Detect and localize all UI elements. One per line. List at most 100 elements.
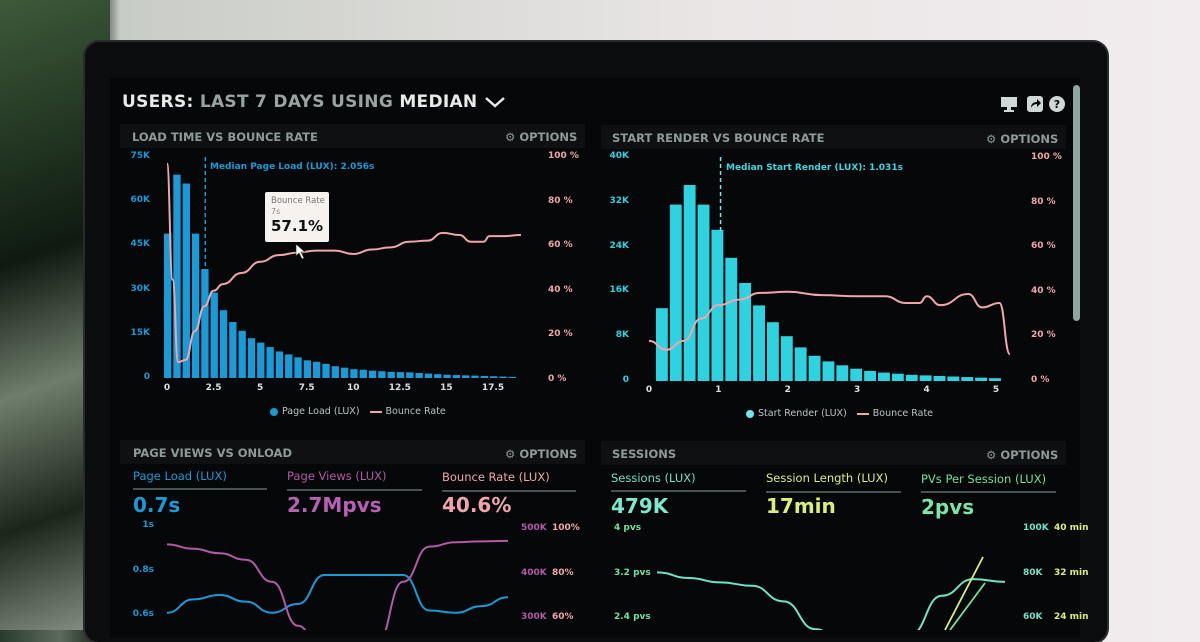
metric-value: 479K <box>611 494 669 518</box>
histogram-bar <box>247 338 256 378</box>
help-icon[interactable]: ? <box>1049 96 1065 112</box>
tick-label: 30K <box>130 283 151 294</box>
tick-label: 0 % <box>1031 375 1050 385</box>
tick-label: 20 % <box>1031 330 1056 341</box>
tooltip-value: 57.1% <box>271 217 324 235</box>
panel-load-time-header <box>120 124 585 148</box>
chart-legend[interactable]: Start Render (LUX) Bounce Rate <box>746 408 933 419</box>
tick-label: 80 % <box>1031 196 1056 207</box>
tick-label: 0 <box>163 383 171 393</box>
tick-label: 60 % <box>1031 241 1056 252</box>
tick-label: 5 <box>257 383 264 393</box>
histogram-bar <box>368 370 377 378</box>
title-stat: MEDIAN <box>399 92 478 112</box>
metric-value: 2pvs <box>921 495 975 519</box>
histogram-bar <box>387 371 395 378</box>
legend-bounce-rate: Bounce Rate <box>872 408 934 419</box>
options-button[interactable]: ⚙ OPTIONS <box>505 447 577 461</box>
pvs-per-session-line <box>656 571 1006 630</box>
panel-start-render-header <box>601 125 1066 149</box>
tick-label: 20 % <box>548 329 573 340</box>
tick-label: 24K <box>609 240 630 251</box>
histogram-bar <box>182 183 190 378</box>
gear-icon: ⚙ <box>986 448 997 462</box>
histogram-bar <box>683 185 696 381</box>
histogram-bar <box>201 268 209 378</box>
tick-label: 80 % <box>548 195 573 206</box>
histogram-bar <box>331 366 339 378</box>
histogram-bar <box>322 363 330 378</box>
options-button[interactable]: ⚙ OPTIONS <box>505 130 577 144</box>
histogram-bar <box>210 292 218 378</box>
tick-label: 4 <box>923 385 930 395</box>
tick-label: 60% <box>552 612 574 622</box>
histogram-bar <box>947 376 960 381</box>
histogram-bar <box>350 369 358 378</box>
histogram-bar <box>462 375 470 378</box>
tick-label: 0.8s <box>132 565 154 575</box>
histogram-bar <box>794 347 807 381</box>
share-icon[interactable] <box>1027 96 1043 112</box>
histogram-bar <box>266 347 274 378</box>
legend-page-load: Page Load (LUX) <box>282 406 360 417</box>
metric-label: Page Views (LUX) <box>287 469 387 483</box>
histogram-bar <box>406 372 414 378</box>
tick-label: 12.5 <box>388 383 411 393</box>
options-label: OPTIONS <box>519 447 578 461</box>
chevron-down-icon[interactable] <box>484 95 506 109</box>
options-button[interactable]: ⚙ OPTIONS <box>986 132 1058 146</box>
histogram-bar <box>961 377 974 381</box>
tick-label: 0 <box>143 372 150 382</box>
histogram-bar <box>891 373 904 381</box>
histogram-bar <box>655 308 668 381</box>
histogram-bar <box>822 361 835 381</box>
tick-label: 45K <box>130 239 151 250</box>
tick-label: 1 <box>715 385 722 395</box>
page-load-line <box>166 573 509 614</box>
tick-label: 32 min <box>1054 568 1089 578</box>
tick-label: 400K <box>521 568 547 578</box>
options-button[interactable]: ⚙ OPTIONS <box>986 448 1058 462</box>
monitor-icon[interactable] <box>1000 96 1018 112</box>
title-range: LAST 7 DAYS <box>199 92 325 112</box>
histogram-bar <box>669 204 682 381</box>
histogram-bar <box>480 375 488 378</box>
legend-dot <box>746 409 754 418</box>
panel-page-views-header <box>120 440 585 464</box>
tick-label: 100K <box>1023 523 1049 533</box>
tick-label: 500K <box>521 523 547 533</box>
chart-legend[interactable]: Page Load (LUX) Bounce Rate <box>270 406 446 417</box>
tick-label: 60 % <box>548 240 573 251</box>
tick-label: 15 <box>440 383 453 393</box>
tick-label: 2.4 pvs <box>614 612 651 622</box>
tick-label: 32K <box>609 195 630 206</box>
divider <box>611 490 746 492</box>
tick-label: 40 % <box>548 284 573 295</box>
histogram-bar <box>697 204 710 381</box>
histogram-bar <box>173 174 181 378</box>
tick-label: 60K <box>1023 612 1043 622</box>
tick-label: 100% <box>552 523 580 533</box>
metric-label: Session Length (LUX) <box>766 471 888 485</box>
panel-title: LOAD TIME VS BOUNCE RATE <box>132 130 318 144</box>
bounce-rate-line <box>648 290 1011 356</box>
histogram-bar <box>780 336 793 381</box>
histogram-bar <box>313 361 321 378</box>
scrollbar[interactable] <box>1073 85 1080 321</box>
divider <box>442 490 576 492</box>
histogram-bar <box>766 322 779 381</box>
tick-label: 3.2 pvs <box>614 568 651 578</box>
histogram-bar <box>471 375 479 378</box>
bounce-rate-line <box>166 162 521 364</box>
legend-dot <box>270 407 278 416</box>
metric-label: Sessions (LUX) <box>611 471 696 485</box>
histogram-bar <box>919 375 932 381</box>
tick-label: 7.5 <box>298 383 315 393</box>
median-label: Median Start Render (LUX): 1.031s <box>726 163 903 173</box>
gear-icon: ⚙ <box>505 447 516 461</box>
tooltip: Bounce Rate 7s 57.1% <box>265 192 329 242</box>
histogram-bar <box>753 305 765 381</box>
options-label: OPTIONS <box>1000 448 1059 462</box>
page-title[interactable]: USERS: LAST 7 DAYS USING MEDIAN <box>122 92 506 112</box>
